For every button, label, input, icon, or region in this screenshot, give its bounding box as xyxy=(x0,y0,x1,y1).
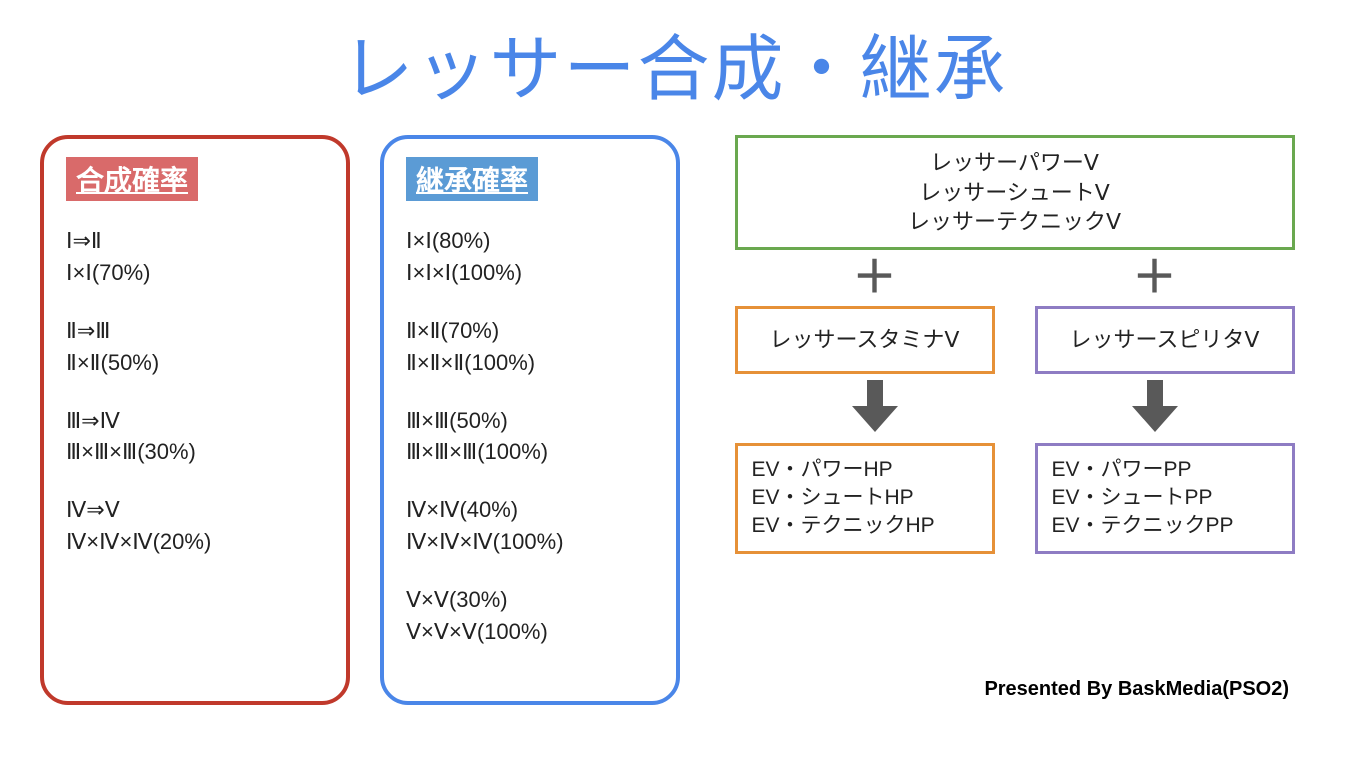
inherit-line: Ⅴ×Ⅴ×Ⅴ(100%) xyxy=(406,616,654,648)
bot-box-line: EV・シュートPP xyxy=(1052,484,1278,512)
synthesis-line: Ⅲ⇒Ⅳ xyxy=(66,405,324,437)
arrow-down-icon xyxy=(745,380,1005,437)
synthesis-group: Ⅲ⇒Ⅳ Ⅲ×Ⅲ×Ⅲ(30%) xyxy=(66,405,324,469)
inherit-line: Ⅱ×Ⅱ×Ⅱ(100%) xyxy=(406,347,654,379)
bot-box-line: EV・パワーPP xyxy=(1052,456,1278,484)
synthesis-group: Ⅰ⇒Ⅱ Ⅰ×Ⅰ(70%) xyxy=(66,225,324,289)
top-box-line: レッサーシュートⅤ xyxy=(750,178,1280,208)
arrow-row xyxy=(735,380,1295,437)
arrow-down-icon xyxy=(1025,380,1285,437)
synthesis-line: Ⅰ×Ⅰ(70%) xyxy=(66,257,324,289)
top-box: レッサーパワーⅤ レッサーシュートⅤ レッサーテクニックⅤ xyxy=(735,135,1295,250)
synthesis-group: Ⅳ⇒Ⅴ Ⅳ×Ⅳ×Ⅳ(20%) xyxy=(66,494,324,558)
plus-icon: ＋ xyxy=(1025,256,1285,300)
synthesis-line: Ⅱ⇒Ⅲ xyxy=(66,315,324,347)
top-box-line: レッサーパワーⅤ xyxy=(750,148,1280,178)
inherit-line: Ⅴ×Ⅴ(30%) xyxy=(406,584,654,616)
inherit-line: Ⅱ×Ⅱ(70%) xyxy=(406,315,654,347)
bot-box-line: EV・テクニックPP xyxy=(1052,512,1278,540)
bot-box-line: EV・シュートHP xyxy=(752,484,978,512)
diagram-area: レッサーパワーⅤ レッサーシュートⅤ レッサーテクニックⅤ ＋ ＋ レッサースタ… xyxy=(710,135,1309,705)
inherit-group: Ⅰ×Ⅰ(80%) Ⅰ×Ⅰ×Ⅰ(100%) xyxy=(406,225,654,289)
inherit-heading: 継承確率 xyxy=(406,157,538,201)
synthesis-line: Ⅰ⇒Ⅱ xyxy=(66,225,324,257)
bot-box-line: EV・パワーHP xyxy=(752,456,978,484)
bot-left-box: EV・パワーHP EV・シュートHP EV・テクニックHP xyxy=(735,443,995,554)
synthesis-group: Ⅱ⇒Ⅲ Ⅱ×Ⅱ(50%) xyxy=(66,315,324,379)
mid-right-box: レッサースピリタⅤ xyxy=(1035,306,1295,374)
inherit-line: Ⅳ×Ⅳ(40%) xyxy=(406,494,654,526)
inherit-group: Ⅳ×Ⅳ(40%) Ⅳ×Ⅳ×Ⅳ(100%) xyxy=(406,494,654,558)
bot-row: EV・パワーHP EV・シュートHP EV・テクニックHP EV・パワーPP E… xyxy=(735,443,1295,554)
synthesis-line: Ⅲ×Ⅲ×Ⅲ(30%) xyxy=(66,436,324,468)
inherit-line: Ⅰ×Ⅰ×Ⅰ(100%) xyxy=(406,257,654,289)
bot-right-box: EV・パワーPP EV・シュートPP EV・テクニックPP xyxy=(1035,443,1295,554)
plus-icon: ＋ xyxy=(745,256,1005,300)
credit-text: Presented By BaskMedia(PSO2) xyxy=(984,678,1289,701)
inherit-line: Ⅲ×Ⅲ(50%) xyxy=(406,405,654,437)
inherit-line: Ⅳ×Ⅳ×Ⅳ(100%) xyxy=(406,526,654,558)
bot-box-line: EV・テクニックHP xyxy=(752,512,978,540)
synthesis-line: Ⅳ×Ⅳ×Ⅳ(20%) xyxy=(66,526,324,558)
plus-row: ＋ ＋ xyxy=(735,256,1295,300)
main-content: 合成確率 Ⅰ⇒Ⅱ Ⅰ×Ⅰ(70%) Ⅱ⇒Ⅲ Ⅱ×Ⅱ(50%) Ⅲ⇒Ⅳ Ⅲ×Ⅲ×Ⅲ… xyxy=(0,115,1349,705)
synthesis-line: Ⅳ⇒Ⅴ xyxy=(66,494,324,526)
mid-left-box: レッサースタミナⅤ xyxy=(735,306,995,374)
top-box-line: レッサーテクニックⅤ xyxy=(750,207,1280,237)
synthesis-panel: 合成確率 Ⅰ⇒Ⅱ Ⅰ×Ⅰ(70%) Ⅱ⇒Ⅲ Ⅱ×Ⅱ(50%) Ⅲ⇒Ⅳ Ⅲ×Ⅲ×Ⅲ… xyxy=(40,135,350,705)
inherit-line: Ⅰ×Ⅰ(80%) xyxy=(406,225,654,257)
synthesis-heading: 合成確率 xyxy=(66,157,198,201)
page-title: レッサー合成・継承 xyxy=(0,0,1349,115)
synthesis-line: Ⅱ×Ⅱ(50%) xyxy=(66,347,324,379)
inherit-panel: 継承確率 Ⅰ×Ⅰ(80%) Ⅰ×Ⅰ×Ⅰ(100%) Ⅱ×Ⅱ(70%) Ⅱ×Ⅱ×Ⅱ… xyxy=(380,135,680,705)
inherit-group: Ⅱ×Ⅱ(70%) Ⅱ×Ⅱ×Ⅱ(100%) xyxy=(406,315,654,379)
inherit-line: Ⅲ×Ⅲ×Ⅲ(100%) xyxy=(406,436,654,468)
inherit-group: Ⅴ×Ⅴ(30%) Ⅴ×Ⅴ×Ⅴ(100%) xyxy=(406,584,654,648)
mid-row: レッサースタミナⅤ レッサースピリタⅤ xyxy=(735,306,1295,374)
inherit-group: Ⅲ×Ⅲ(50%) Ⅲ×Ⅲ×Ⅲ(100%) xyxy=(406,405,654,469)
